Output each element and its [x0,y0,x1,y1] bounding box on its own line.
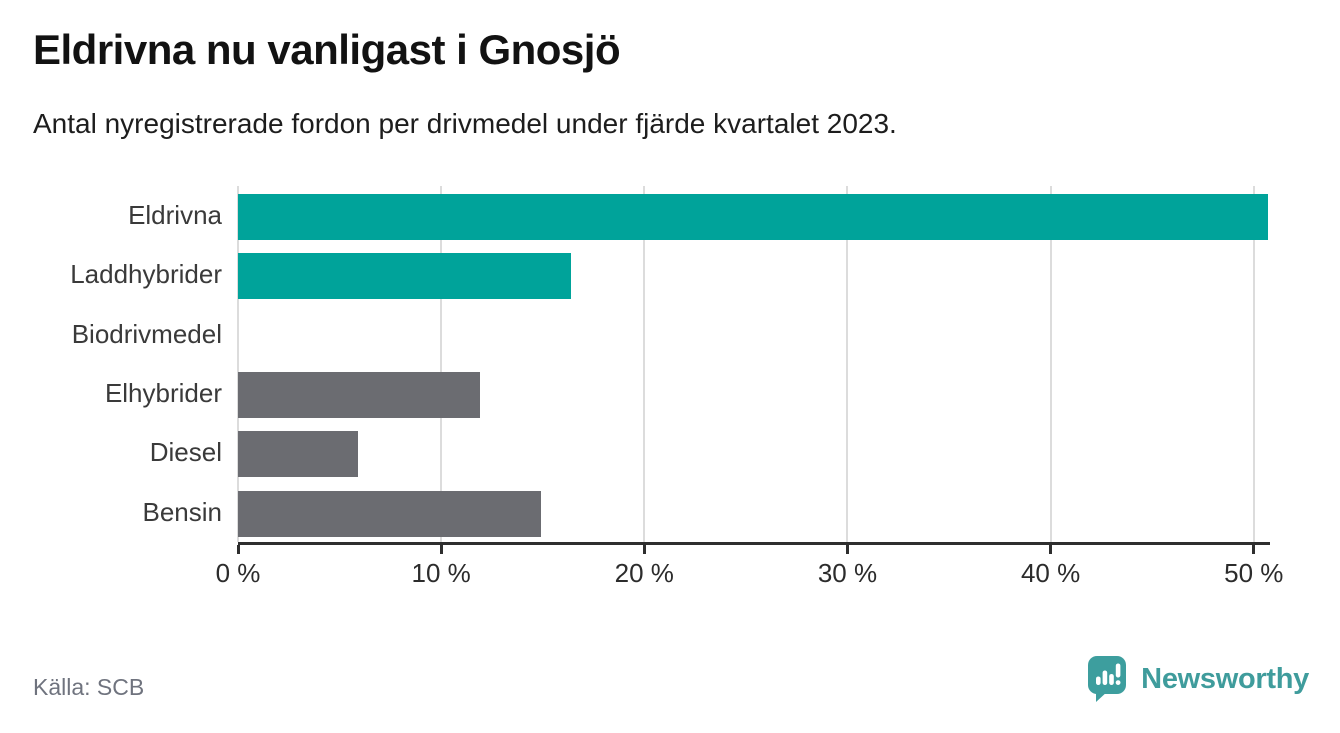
x-axis-tick-label: 10 % [411,558,471,588]
x-axis-tick [845,545,849,554]
x-axis-tick [1252,545,1256,554]
category-label-diesel: Diesel [149,437,222,468]
chart-subtitle: Antal nyregistrerade fordon per drivmede… [33,108,897,139]
brand-name: Newsworthy [1141,662,1309,695]
x-axis-tick [642,545,646,554]
chart-title: Eldrivna nu vanligast i Gnosjö [33,26,621,73]
plot-area: 0 % 10 % 20 % 30 % 40 % 50 % [216,186,1283,588]
gridline [1049,186,1052,542]
source-note: Källa: SCB [33,674,145,700]
x-axis-tick-label: 0 % [215,558,261,588]
gridline [846,186,849,542]
x-axis-tick [1049,545,1053,554]
category-label-biodrivmedel: Biodrivmedel [71,318,222,349]
x-axis-line [238,542,1270,545]
x-axis-tick-label: 30 % [817,558,878,588]
x-axis-tick-label: 40 % [1020,558,1081,588]
bar-elhybrider [238,372,480,418]
category-label-bensin: Bensin [142,496,223,527]
category-label-laddhybrider: Laddhybrider [70,259,222,290]
category-axis: Eldrivna Laddhybrider Biodrivmedel Elhybrid… [0,186,222,542]
bar-diesel [238,431,358,478]
gridline [440,186,443,542]
x-axis-tick [236,545,240,554]
x-axis-tick-label: 20 % [614,558,674,588]
bar-eldrivna [238,194,1268,240]
gridline [1252,186,1255,542]
newsworthy-badge-icon [1088,656,1127,702]
x-axis-tick-label: 50 % [1224,558,1284,588]
gridline [237,186,239,542]
bar-bensin [238,490,541,537]
x-axis-tick [439,545,443,554]
gridline [643,186,646,542]
brand-logo: Newsworthy [1086,655,1309,703]
category-label-elhybrider: Elhybrider [104,378,222,409]
bar-laddhybrider [238,253,572,300]
category-label-eldrivna: Eldrivna [128,200,222,231]
